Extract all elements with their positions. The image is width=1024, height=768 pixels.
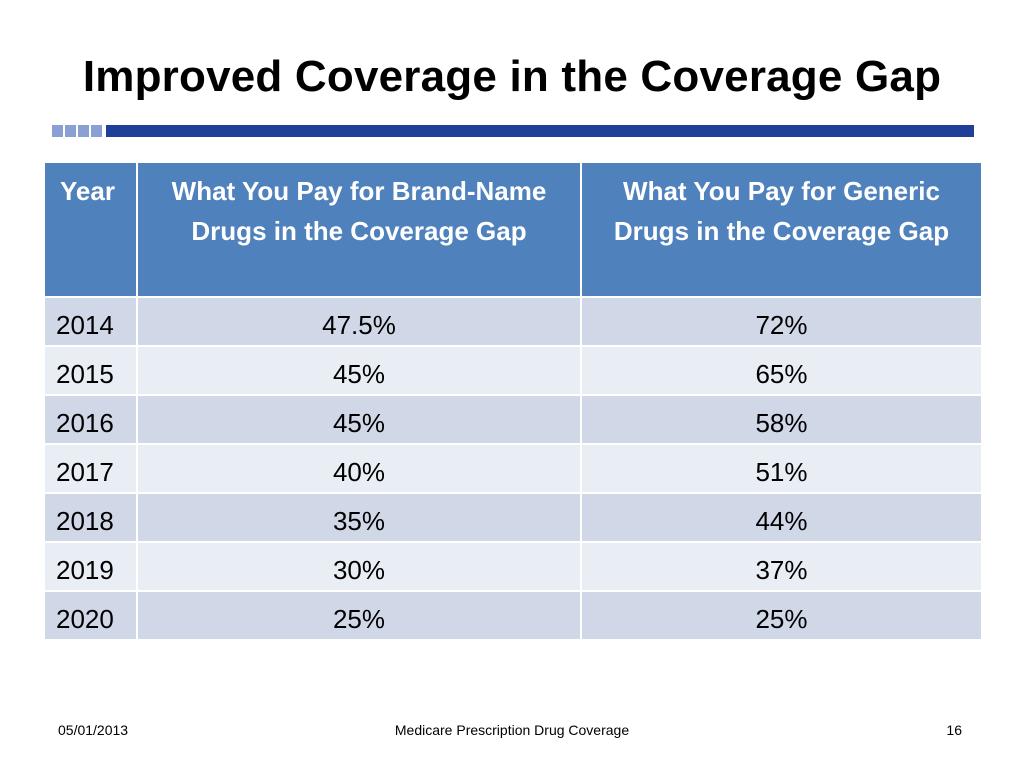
page-number: 16 — [946, 722, 962, 738]
header-generic: What You Pay for Generic Drugs in the Co… — [580, 161, 983, 298]
cell-generic: 25% — [580, 590, 983, 641]
table-row: 2019 30% 37% — [43, 541, 983, 592]
cell-brand: 45% — [136, 394, 582, 445]
cell-brand: 30% — [136, 541, 582, 592]
slide-title: Improved Coverage in the Coverage Gap — [82, 52, 942, 101]
cell-year: 2015 — [43, 345, 138, 396]
cell-year: 2017 — [43, 443, 138, 494]
cell-brand: 25% — [136, 590, 582, 641]
cell-generic: 72% — [580, 296, 983, 347]
cell-year: 2014 — [43, 296, 138, 347]
cell-brand: 35% — [136, 492, 582, 543]
cell-generic: 65% — [580, 345, 983, 396]
footer-title: Medicare Prescription Drug Coverage — [394, 722, 630, 738]
cell-brand: 45% — [136, 345, 582, 396]
coverage-table: Year What You Pay for Brand-Name Drugs i… — [43, 161, 983, 641]
cell-generic: 51% — [580, 443, 983, 494]
cell-year: 2018 — [43, 492, 138, 543]
cell-generic: 44% — [580, 492, 983, 543]
header-brand: What You Pay for Brand-Name Drugs in the… — [136, 161, 582, 298]
table-header-row: Year What You Pay for Brand-Name Drugs i… — [43, 161, 983, 298]
cell-brand: 40% — [136, 443, 582, 494]
rule-square — [91, 125, 102, 137]
cell-generic: 58% — [580, 394, 983, 445]
header-year: Year — [43, 161, 138, 298]
cell-year: 2019 — [43, 541, 138, 592]
cell-year: 2020 — [43, 590, 138, 641]
rule-square — [78, 125, 89, 137]
table-row: 2014 47.5% 72% — [43, 296, 983, 347]
table-row: 2015 45% 65% — [43, 345, 983, 396]
cell-brand: 47.5% — [136, 296, 582, 347]
table-row: 2018 35% 44% — [43, 492, 983, 543]
table-row: 2016 45% 58% — [43, 394, 983, 445]
table-row: 2020 25% 25% — [43, 590, 983, 641]
rule-square — [52, 125, 63, 137]
table-row: 2017 40% 51% — [43, 443, 983, 494]
cell-year: 2016 — [43, 394, 138, 445]
rule-square — [65, 125, 76, 137]
footer-date: 05/01/2013 — [58, 722, 129, 738]
title-rule — [106, 125, 974, 137]
cell-generic: 37% — [580, 541, 983, 592]
